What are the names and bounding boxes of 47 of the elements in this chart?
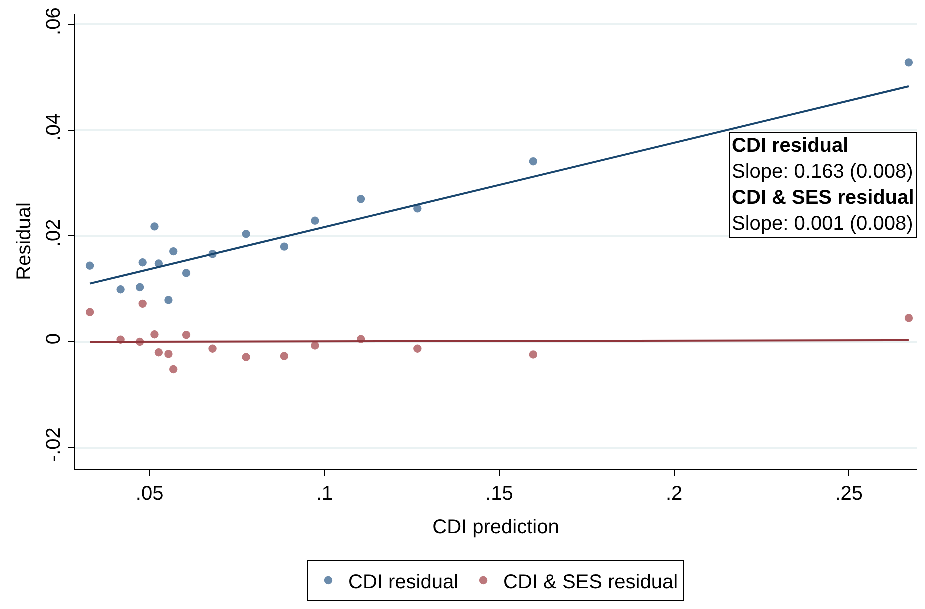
point [164, 296, 173, 304]
point [116, 286, 125, 294]
point [208, 344, 217, 353]
annotation: CDI residual [732, 135, 849, 157]
point [182, 269, 191, 278]
point [242, 230, 250, 238]
y-tick-label: .02 [43, 219, 65, 248]
y-tick-label: 0 [43, 333, 65, 345]
point [154, 348, 164, 357]
point [138, 300, 147, 308]
x-axis-title: CDI prediction [432, 516, 560, 538]
point [529, 350, 538, 359]
point [136, 283, 144, 292]
point [280, 352, 289, 360]
y-tick-label: .06 [43, 8, 65, 36]
point [86, 262, 94, 270]
point [904, 58, 914, 67]
annotation: CDI & SES residual [732, 187, 914, 209]
point [138, 258, 147, 267]
point [356, 195, 366, 204]
y-tick-label: -.02 [43, 428, 65, 462]
point [414, 344, 422, 353]
legend-label: CDI & SES residual [504, 571, 678, 594]
point [150, 330, 159, 339]
point [170, 247, 178, 256]
x-tick-label: .25 [835, 483, 864, 505]
annotation: Slope: 0.163 (0.008) [732, 161, 914, 183]
point [311, 342, 320, 350]
x-tick-label: .2 [666, 483, 683, 505]
point [164, 350, 173, 358]
point [86, 308, 94, 316]
point [150, 222, 159, 231]
point [414, 204, 422, 213]
x-tick-label: .05 [136, 483, 164, 505]
point [182, 331, 191, 340]
legend-label: CDI residual [348, 571, 459, 594]
point [170, 365, 178, 374]
point [242, 353, 250, 362]
y-axis-title: Residual [14, 202, 36, 280]
point [311, 216, 320, 225]
annotation: Slope: 0.001 (0.008) [732, 213, 914, 235]
point [280, 242, 289, 251]
x-tick-label: .15 [486, 483, 514, 505]
x-tick-label: .1 [316, 483, 334, 505]
point [904, 314, 914, 322]
point [529, 158, 538, 166]
y-tick-label: .04 [43, 113, 65, 142]
